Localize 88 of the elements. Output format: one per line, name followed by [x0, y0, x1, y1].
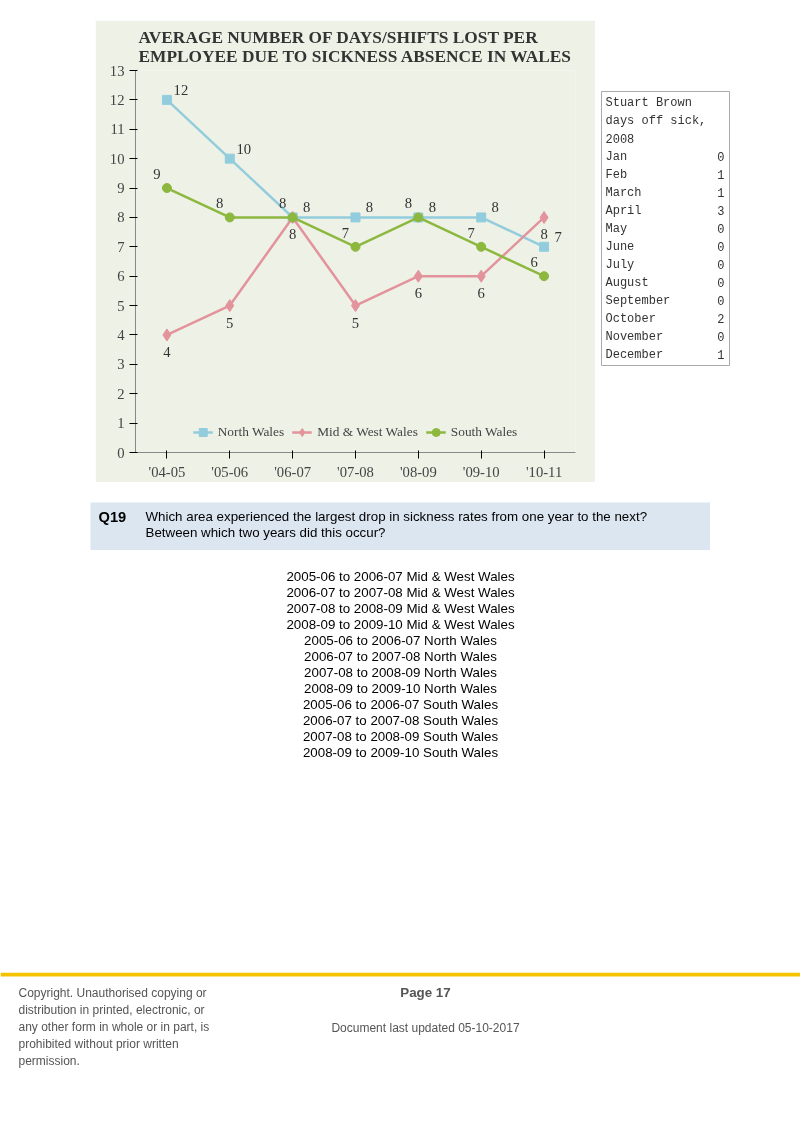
- text: Document last updated 05-10-2017: [331, 1020, 520, 1035]
- text: 2006-07 to 2007-08 North Wales: [304, 649, 498, 664]
- x-tick-label: '07-08: [337, 463, 374, 480]
- data-label: 1: [717, 169, 725, 183]
- data-label: 0: [717, 241, 725, 255]
- y-tick-label: 4: [117, 326, 126, 343]
- data-label: 8: [491, 199, 499, 216]
- data-label: 1: [717, 349, 725, 363]
- data-label: 8: [216, 195, 224, 212]
- data-label: 5: [226, 314, 234, 331]
- y-tick-label: 13: [109, 62, 125, 79]
- data-label: 0: [717, 331, 725, 345]
- text: Which area experienced the largest drop in sickness rates from one year to the next? Between which two years did this occur?: [145, 509, 648, 540]
- text: 2006-07 to 2007-08 South Wales: [302, 713, 499, 728]
- data-label: 4: [163, 343, 172, 360]
- category-label: August: [605, 275, 649, 290]
- category-label: May: [605, 221, 628, 236]
- category-label: Feb: [605, 167, 628, 182]
- data-label: 0: [717, 259, 725, 273]
- data-label: 8: [404, 195, 413, 212]
- data-label: 7: [554, 228, 562, 245]
- y-tick-label: 6: [117, 268, 125, 285]
- data-label: 0: [717, 223, 725, 237]
- data-label: 6: [477, 285, 485, 302]
- data-label: 8: [302, 199, 311, 216]
- chart-title: AVERAGE NUMBER OF DAYS/SHIFTS LOST PER EMPLOYEE DUE TO SICKNESS ABSENCE IN WALES: [138, 27, 571, 66]
- data-label: 8: [365, 199, 374, 216]
- text: 2005-06 to 2006-07 South Wales: [302, 697, 499, 712]
- y-tick-label: 11: [110, 121, 125, 138]
- category-label: Jan: [605, 149, 628, 164]
- y-tick-label: 8: [117, 209, 125, 226]
- data-label: 0: [717, 151, 725, 165]
- data-label: 8: [428, 199, 437, 216]
- category-label: September: [605, 293, 671, 308]
- category-label: April: [605, 203, 642, 218]
- category-label: March: [605, 185, 642, 200]
- data-label: 5: [351, 314, 360, 331]
- x-tick-label: '08-09: [399, 463, 437, 480]
- x-tick-label: '04-05: [148, 463, 186, 480]
- data-label: 10: [236, 140, 252, 157]
- text: 2006-07 to 2007-08 Mid & West Wales: [286, 585, 515, 600]
- y-tick-label: 7: [117, 238, 125, 255]
- data-label: 6: [530, 254, 538, 271]
- text: Copyright. Unauthorised copying or distribution in printed, electronic, or any other form in whole or in part, is prohibited without prior written permission.: [18, 985, 210, 1068]
- text: Stuart Brown days off sick, 2008: [605, 95, 707, 147]
- legend-label: Mid & West Wales: [317, 424, 418, 440]
- x-tick-label: '05-06: [211, 463, 249, 480]
- y-tick-label: 9: [117, 180, 125, 197]
- category-label: July: [605, 257, 635, 272]
- text: 2008-09 to 2009-10 North Wales: [304, 681, 498, 696]
- text: 2005-06 to 2006-07 Mid & West Wales: [286, 569, 515, 584]
- text: 2007-08 to 2008-09 Mid & West Wales: [286, 601, 515, 616]
- legend-label: North Wales: [217, 424, 285, 440]
- data-label: 7: [467, 224, 475, 241]
- text: 2008-09 to 2009-10 South Wales: [302, 745, 499, 760]
- data-label: 7: [341, 224, 350, 241]
- data-label: 6: [414, 285, 423, 302]
- y-tick-label: 3: [117, 356, 125, 373]
- data-label: 3: [717, 205, 725, 219]
- x-tick-label: '09-10: [462, 463, 500, 480]
- text: 2008-09 to 2009-10 Mid & West Wales: [286, 617, 515, 632]
- y-tick-label: 2: [117, 385, 125, 402]
- data-label: 8: [540, 226, 548, 243]
- y-tick-label: 12: [109, 91, 125, 108]
- y-tick-label: 5: [117, 297, 125, 314]
- data-label: 1: [717, 187, 725, 201]
- data-label: 2: [717, 313, 725, 327]
- text: Page 17: [400, 985, 451, 1000]
- data-label: 0: [717, 295, 725, 309]
- text: 2007-08 to 2008-09 South Wales: [302, 729, 499, 744]
- category-label: June: [605, 239, 635, 254]
- data-label: 0: [717, 277, 725, 291]
- data-label: 8: [278, 195, 287, 212]
- x-tick-label: '10-11: [525, 463, 563, 480]
- y-tick-label: 1: [117, 415, 125, 432]
- y-tick-label: 10: [109, 150, 125, 167]
- text: 2005-06 to 2006-07 North Wales: [304, 633, 498, 648]
- x-tick-label: '06-07: [274, 463, 312, 480]
- category-label: November: [605, 329, 664, 344]
- data-label: 12: [173, 81, 189, 98]
- data-label: 9: [153, 166, 161, 183]
- category-label: December: [605, 347, 664, 362]
- data-label: 8: [288, 226, 297, 243]
- category-label: October: [605, 311, 656, 326]
- text: Q19: [98, 508, 127, 525]
- legend-label: South Wales: [450, 424, 518, 440]
- y-tick-label: 0: [117, 444, 125, 461]
- text: 2007-08 to 2008-09 North Wales: [304, 665, 498, 680]
